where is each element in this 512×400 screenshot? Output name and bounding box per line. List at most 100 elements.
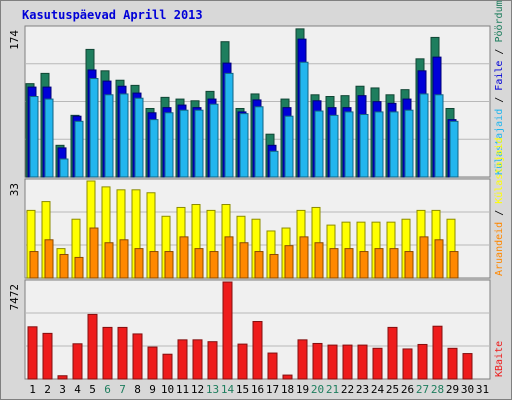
bar-külastajaid-4 bbox=[74, 120, 84, 178]
panel-middle: 33 Aruandeid / Külastajaid bbox=[8, 138, 505, 279]
bar-kbaite-24 bbox=[372, 347, 383, 380]
x-tick-label: 19 bbox=[296, 383, 309, 396]
bar-külastajaid-24 bbox=[374, 111, 384, 178]
bar-aruandeid-12 bbox=[194, 248, 204, 279]
bar-kbaite-9 bbox=[147, 346, 158, 380]
x-tick-label: 16 bbox=[251, 383, 264, 396]
x-tick-label: 29 bbox=[446, 383, 459, 396]
bar-külastajaid-14 bbox=[224, 72, 234, 178]
bar-külastajaid-27 bbox=[419, 93, 429, 178]
ylabel-faile: Faile bbox=[494, 61, 505, 91]
bar-aruandeid-24 bbox=[374, 248, 384, 279]
bar-aruandeid-18 bbox=[284, 245, 294, 279]
x-tick-label: 24 bbox=[371, 383, 385, 396]
bar-kbaite-8 bbox=[132, 333, 143, 380]
chart-panels: 174 Külastajaid / Faile / Pöördumisi 33 Aru… bbox=[8, 0, 505, 380]
ylabel-külastajaid: Külastajaid bbox=[494, 109, 505, 175]
ylabel-kbaite: KBaite bbox=[494, 341, 505, 377]
bar-külastajaid-10 bbox=[164, 112, 174, 178]
bar-kbaite-5 bbox=[87, 313, 98, 380]
bar-kbaite-25 bbox=[387, 326, 398, 380]
x-tick-label: 8 bbox=[134, 383, 141, 396]
bar-kbaite-23 bbox=[357, 344, 368, 380]
x-tick-label: 28 bbox=[431, 383, 444, 396]
x-tick-label: 10 bbox=[161, 383, 174, 396]
ylabel-pöördumisi: Pöördumisi bbox=[494, 0, 505, 43]
bar-aruandeid-27 bbox=[419, 236, 429, 279]
bar-kbaite-12 bbox=[192, 339, 203, 380]
x-tick-label: 21 bbox=[326, 383, 339, 396]
bar-aruandeid-17 bbox=[269, 253, 279, 279]
x-tick-label: 14 bbox=[221, 383, 235, 396]
bar-aruandeid-19 bbox=[299, 236, 309, 279]
bar-kbaite-19 bbox=[297, 339, 308, 380]
x-tick-label: 25 bbox=[386, 383, 399, 396]
x-tick-label: 6 bbox=[104, 383, 111, 396]
bar-külastajaid-18 bbox=[284, 115, 294, 178]
x-tick-label: 1 bbox=[29, 383, 36, 396]
bar-kbaite-16 bbox=[252, 321, 263, 380]
x-tick-label: 5 bbox=[89, 383, 96, 396]
bar-aruandeid-25 bbox=[389, 248, 399, 279]
x-tick-label: 30 bbox=[461, 383, 474, 396]
bar-kbaite-4 bbox=[72, 343, 83, 380]
bar-külastajaid-29 bbox=[449, 120, 459, 178]
y-max-label-bottom: 7472 bbox=[8, 284, 21, 311]
bar-külastajaid-25 bbox=[389, 111, 399, 178]
bar-kbaite-2 bbox=[42, 332, 53, 380]
x-tick-label: 13 bbox=[206, 383, 219, 396]
x-tick-labels: 1 2 3 4 5 6 7 8 9 10 11 12 13 14 15 16 17 18 19 20 21 22 23 24 2… bbox=[29, 383, 489, 396]
bar-kbaite-6 bbox=[102, 326, 113, 380]
x-tick-label: 2 bbox=[44, 383, 51, 396]
bar-külastajaid-19 bbox=[299, 61, 309, 178]
bar-kbaite-11 bbox=[177, 339, 188, 380]
bar-aruandeid-3 bbox=[59, 253, 69, 279]
bar-kbaite-20 bbox=[312, 342, 323, 380]
x-tick-label: 12 bbox=[191, 383, 204, 396]
x-tick-label: 11 bbox=[176, 383, 189, 396]
bar-külastajaid-16 bbox=[254, 106, 264, 178]
bar-külastajaid-17 bbox=[269, 150, 279, 178]
x-tick-label: 31 bbox=[476, 383, 489, 396]
bar-kbaite-27 bbox=[417, 343, 428, 380]
bar-aruandeid-15 bbox=[239, 242, 249, 279]
ylabel-külastajaid: Külastajaid bbox=[494, 138, 505, 204]
x-tick-label: 9 bbox=[149, 383, 156, 396]
bar-aruandeid-2 bbox=[44, 239, 54, 279]
bar-külastajaid-22 bbox=[344, 111, 354, 178]
bar-külastajaid-3 bbox=[59, 158, 69, 178]
bar-külastajaid-13 bbox=[209, 103, 219, 178]
ylabel-separator: / bbox=[494, 91, 505, 109]
bar-külastajaid-9 bbox=[149, 119, 159, 178]
bar-kbaite-29 bbox=[447, 347, 458, 380]
bar-külastajaid-23 bbox=[359, 113, 369, 178]
bar-külastajaid-5 bbox=[89, 78, 99, 178]
x-tick-label: 23 bbox=[356, 383, 369, 396]
bar-aruandeid-8 bbox=[134, 248, 144, 279]
bar-aruandeid-23 bbox=[359, 251, 369, 279]
x-tick-label: 26 bbox=[401, 383, 414, 396]
bar-kbaite-14 bbox=[222, 281, 233, 380]
bar-külastajaid-6 bbox=[104, 94, 114, 178]
bar-aruandeid-7 bbox=[119, 239, 129, 279]
bar-kbaite-3 bbox=[57, 375, 68, 380]
bar-aruandeid-11 bbox=[179, 236, 189, 279]
bar-kbaite-26 bbox=[402, 348, 413, 380]
bar-kbaite-15 bbox=[237, 343, 248, 380]
bar-aruandeid-20 bbox=[314, 242, 324, 279]
bar-kbaite-17 bbox=[267, 352, 278, 380]
y-series-label-bottom: KBaite bbox=[494, 341, 505, 377]
bar-aruandeid-28 bbox=[434, 239, 444, 279]
bar-külastajaid-7 bbox=[119, 93, 129, 178]
bar-aruandeid-14 bbox=[224, 236, 234, 279]
bar-aruandeid-6 bbox=[104, 242, 114, 279]
y-max-label-top: 174 bbox=[8, 30, 21, 50]
bar-külastajaid-2 bbox=[44, 98, 54, 178]
x-tick-label: 20 bbox=[311, 383, 324, 396]
bar-aruandeid-1 bbox=[29, 251, 39, 279]
bar-kbaite-7 bbox=[117, 326, 128, 380]
bar-kbaite-28 bbox=[432, 325, 443, 380]
bar-kbaite-1 bbox=[27, 326, 38, 380]
bar-külastajaid-1 bbox=[29, 96, 39, 178]
